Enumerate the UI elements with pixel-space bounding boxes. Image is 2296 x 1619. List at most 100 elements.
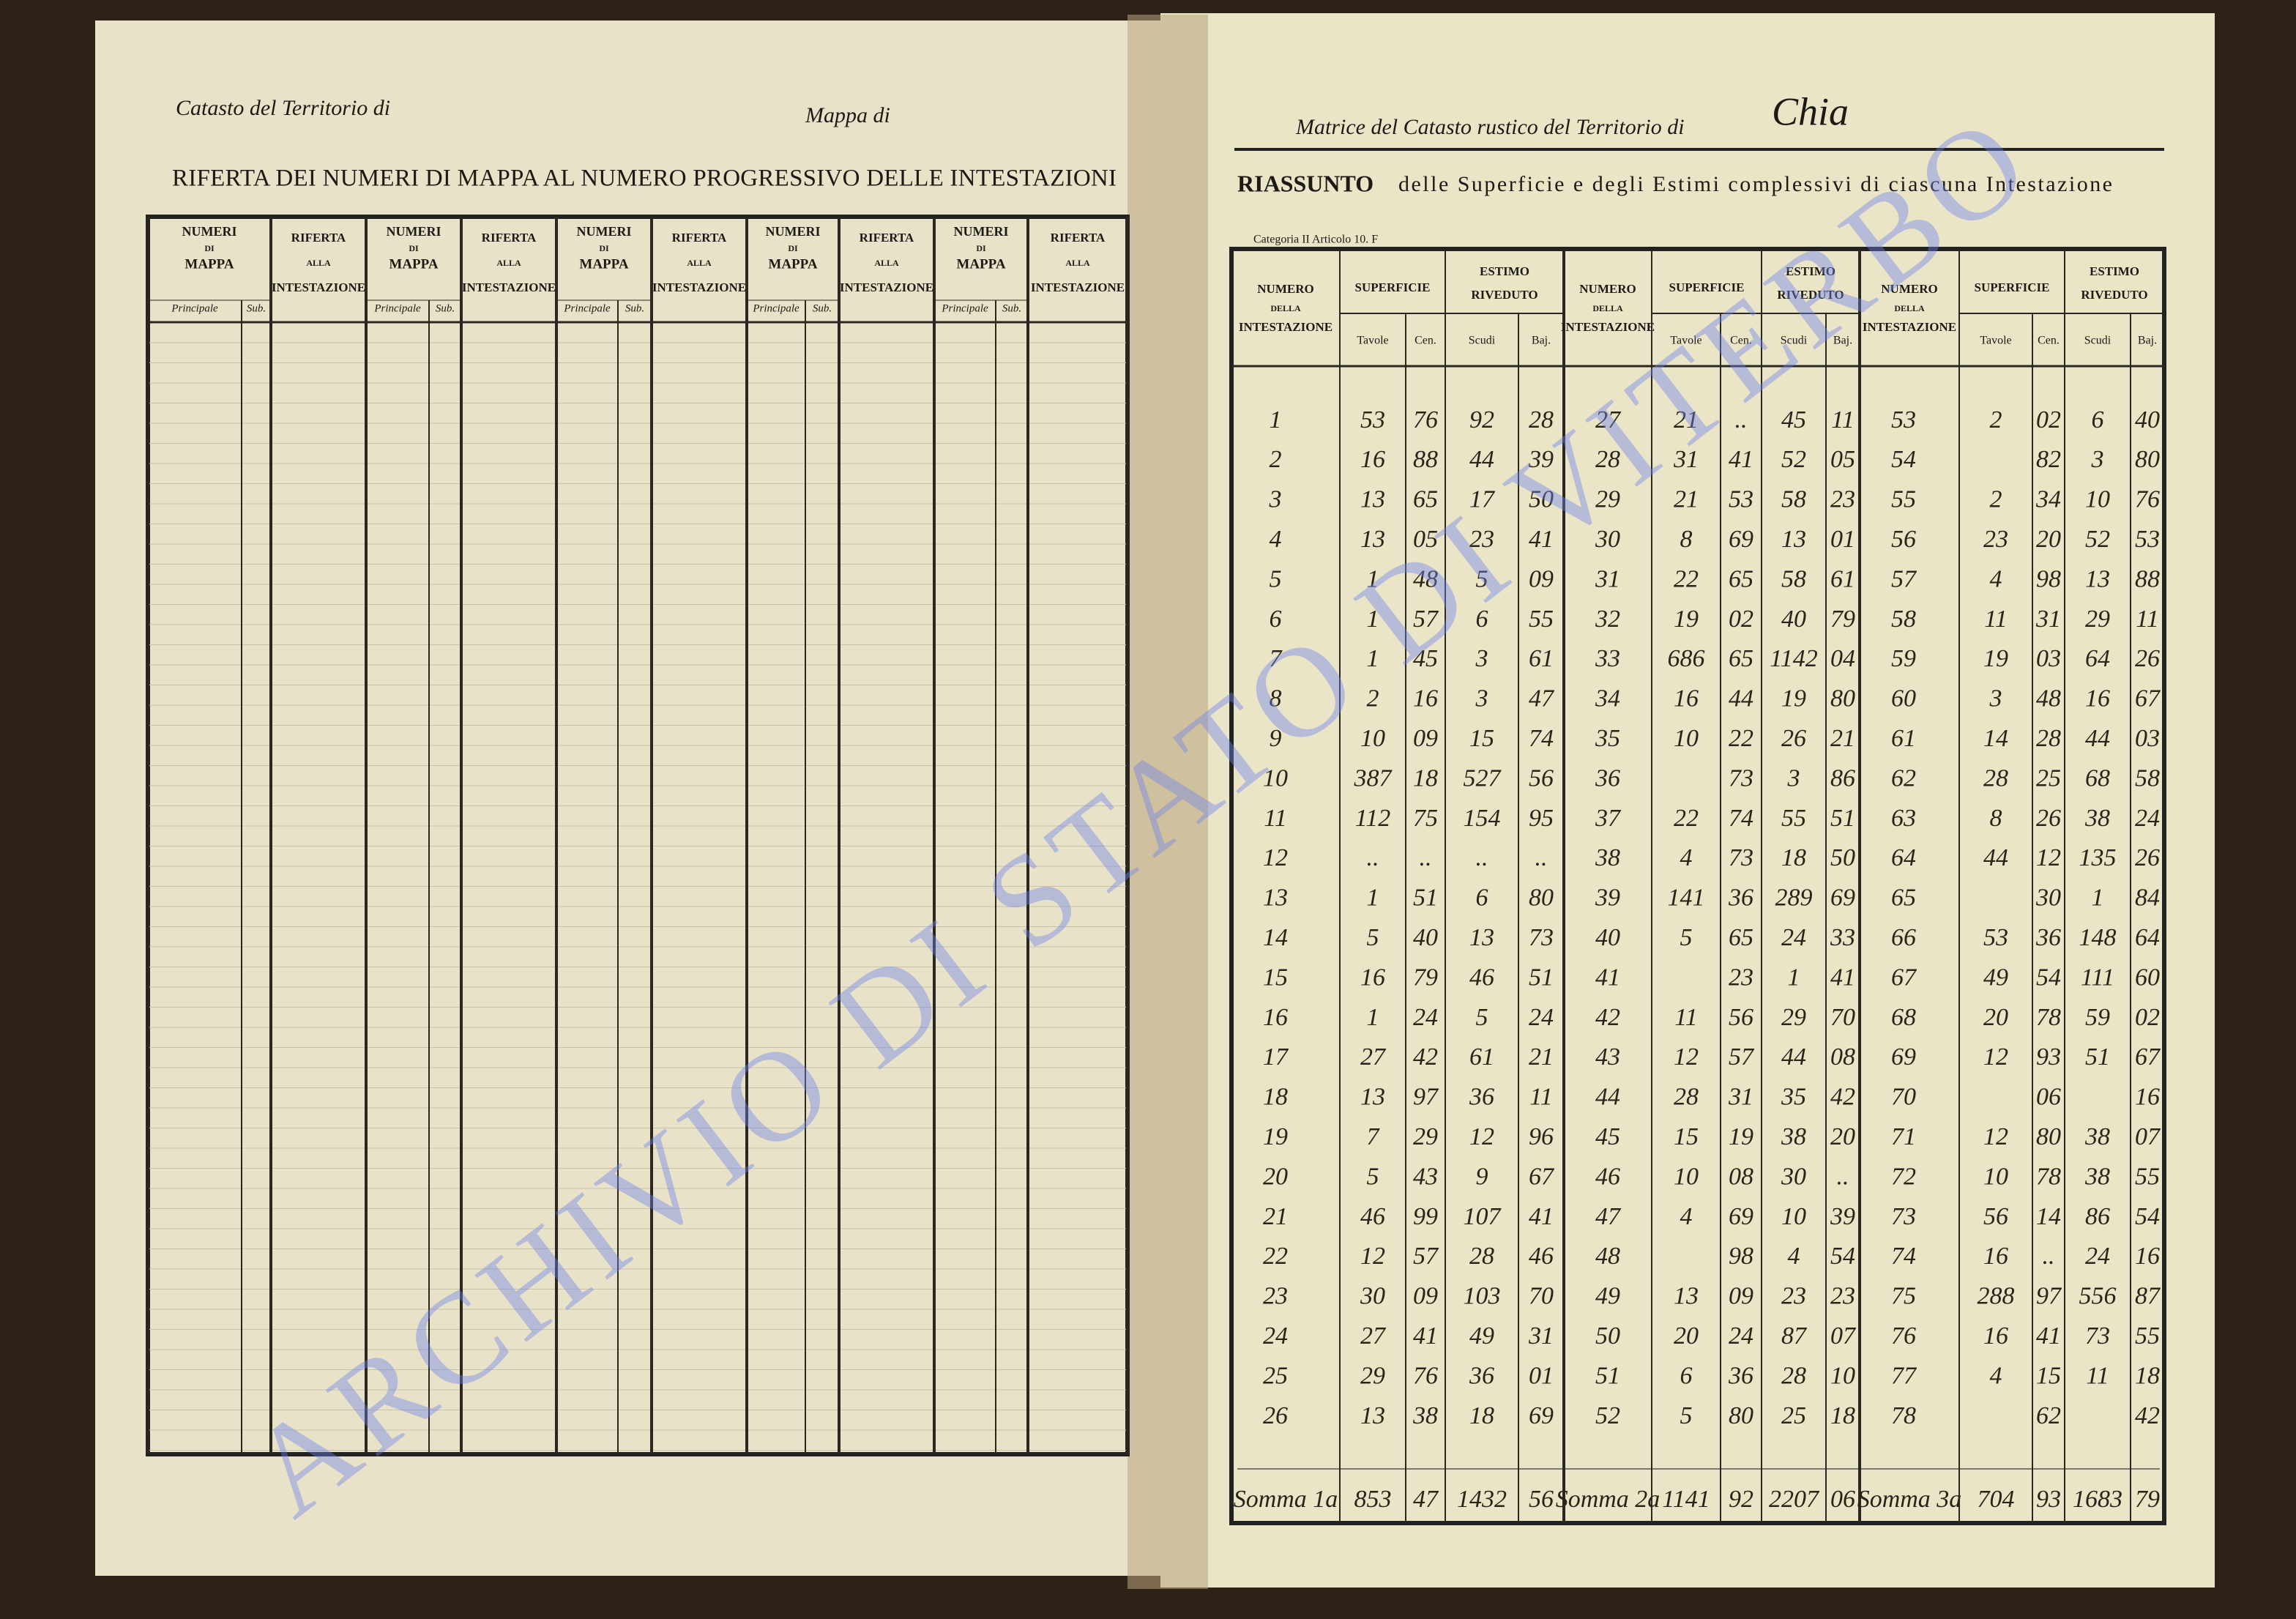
- intestazione-number: 11: [1264, 805, 1286, 832]
- cell-value: 98: [1729, 1243, 1753, 1270]
- cell-value: 57: [1729, 1043, 1755, 1071]
- intestazione-number: 61: [1891, 725, 1916, 752]
- intestazione-number: 77: [1891, 1362, 1917, 1389]
- cell-value: 09: [1529, 565, 1554, 592]
- cell-value: 54: [2135, 1203, 2160, 1230]
- cell-value: 4: [1680, 1203, 1693, 1230]
- intestazione-number: 34: [1595, 685, 1620, 712]
- cell-value: 3: [1787, 764, 1800, 792]
- cell-value: 16: [1674, 685, 1699, 712]
- cell-value: 40: [1413, 924, 1438, 951]
- intestazione-number: 17: [1263, 1043, 1289, 1071]
- intestazione-number: 23: [1263, 1283, 1288, 1310]
- cell-value: 31: [1728, 1084, 1753, 1111]
- cell-value: 42: [1413, 1043, 1438, 1071]
- cell-value: 11: [2136, 606, 2158, 633]
- total-value: 47: [1413, 1486, 1439, 1513]
- cell-value: 34: [2035, 486, 2061, 513]
- cell-value: 52: [2085, 526, 2110, 553]
- cell-value: 41: [1529, 1203, 1554, 1230]
- cell-value: ..: [2043, 1243, 2055, 1270]
- intestazione-number: 74: [1891, 1243, 1916, 1270]
- cell-value: 2: [1990, 406, 2002, 433]
- cell-value: 20: [2036, 526, 2061, 553]
- header-cen: Cen.: [1414, 335, 1436, 347]
- header-cen: Cen.: [2038, 335, 2060, 347]
- header-numero: DELLA: [1894, 303, 1925, 313]
- intestazione-number: 27: [1595, 406, 1622, 433]
- cell-value: 103: [1464, 1283, 1501, 1310]
- header-riferta: INTESTAZIONE: [462, 280, 556, 294]
- cell-value: 10: [1360, 725, 1385, 752]
- cell-value: 16: [1983, 1243, 2008, 1270]
- cell-value: 18: [1469, 1402, 1494, 1429]
- intestazione-number: 67: [1891, 964, 1917, 991]
- cell-value: 45: [1781, 406, 1806, 433]
- cell-value: 23: [1983, 526, 2008, 553]
- cell-value: 5: [1367, 924, 1379, 951]
- cell-value: 28: [1781, 1362, 1806, 1389]
- cell-value: 67: [2135, 1043, 2161, 1071]
- intestazione-number: 76: [1891, 1322, 1916, 1350]
- cell-value: 686: [1668, 645, 1705, 672]
- intestazione-number: 7: [1270, 645, 1283, 672]
- cell-value: 47: [1529, 685, 1555, 712]
- cell-value: 13: [1360, 486, 1385, 513]
- cell-value: 20: [1830, 1123, 1855, 1150]
- cell-value: 12: [2036, 844, 2061, 871]
- cell-value: 76: [2135, 486, 2160, 513]
- cell-value: 15: [1469, 725, 1494, 752]
- intestazione-number: 50: [1595, 1322, 1620, 1350]
- cell-value: 21: [1529, 1043, 1554, 1071]
- header-principale: Principale: [941, 302, 988, 314]
- total-label: Somma 1a: [1234, 1486, 1338, 1513]
- total-value: 93: [2036, 1486, 2061, 1513]
- cell-value: 13: [1781, 526, 1806, 553]
- cell-value: 29: [1360, 1362, 1385, 1389]
- intestazione-number: 62: [1891, 764, 1916, 792]
- cell-value: 49: [1983, 964, 2008, 991]
- header-riferta: RIFERTA: [1051, 231, 1106, 245]
- cell-value: 65: [1413, 486, 1438, 513]
- intestazione-number: 21: [1263, 1203, 1288, 1230]
- header-estimo: ESTIMO: [1480, 264, 1529, 278]
- cell-value: 12: [1983, 1123, 2008, 1150]
- cell-value: 13: [1674, 1283, 1699, 1310]
- cell-value: 13: [1469, 924, 1494, 951]
- right-page: [1160, 13, 2215, 1588]
- cell-value: 50: [1830, 844, 1855, 871]
- right-title: delle Superficie e degli Estimi compless…: [1398, 172, 2112, 196]
- cell-value: 11: [1831, 406, 1854, 433]
- header-sub: Sub.: [1002, 302, 1021, 314]
- cell-value: 56: [1983, 1203, 2008, 1230]
- cell-value: ..: [1837, 1163, 1849, 1190]
- intestazione-number: 55: [1891, 486, 1916, 513]
- cell-value: 36: [1469, 1084, 1494, 1111]
- cell-value: 4: [1788, 1243, 1800, 1270]
- cell-value: 36: [1469, 1362, 1494, 1389]
- cell-value: 64: [2135, 924, 2160, 951]
- header-numero: INTESTAZIONE: [1561, 320, 1655, 334]
- cell-value: 69: [1729, 526, 1753, 553]
- cell-value: 6: [1476, 885, 1488, 912]
- intestazione-number: 54: [1891, 446, 1916, 473]
- total-value: 1432: [1457, 1486, 1507, 1513]
- intestazione-number: 48: [1595, 1243, 1620, 1270]
- cell-value: 11: [1529, 1084, 1552, 1111]
- header-tavole: Tavole: [1980, 335, 2011, 347]
- intestazione-number: 25: [1263, 1362, 1288, 1389]
- header-principale: Principale: [752, 302, 800, 314]
- header-riferta: ALLA: [306, 258, 331, 268]
- cell-value: 93: [2036, 1043, 2061, 1071]
- cell-value: 53: [1729, 486, 1753, 513]
- intestazione-number: 36: [1595, 764, 1620, 792]
- right-table-frame: [1229, 247, 2166, 1525]
- cell-value: 02: [2135, 1004, 2160, 1031]
- right-header: Matrice del Catasto rustico del Territor…: [1295, 115, 1685, 139]
- cell-value: 19: [1674, 606, 1699, 633]
- cell-value: 82: [2036, 446, 2061, 473]
- right-title-bold: RIASSUNTO: [1237, 170, 1374, 196]
- cell-value: 88: [1413, 446, 1438, 473]
- cell-value: 24: [2085, 1243, 2110, 1270]
- header-riferta: INTESTAZIONE: [652, 280, 746, 294]
